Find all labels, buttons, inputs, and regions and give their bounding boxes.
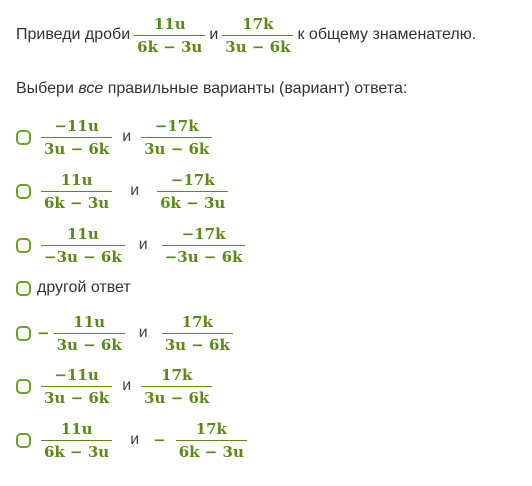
answer-option-7[interactable]: 11u 6k − 3u и − 17k 6k − 3u <box>16 418 251 462</box>
fraction-numerator: 17k <box>195 419 227 438</box>
checkbox[interactable] <box>16 280 31 296</box>
option-fraction-b: 17k 3u − 6k <box>141 365 213 408</box>
fraction-denominator: 6k − 3u <box>157 190 229 213</box>
checkbox[interactable] <box>16 129 31 145</box>
fraction-numerator: 17k <box>242 14 274 33</box>
option-fraction-b: −17k 3u − 6k <box>141 116 213 159</box>
answer-option-1[interactable]: −11u 3u − 6k и −17k 3u − 6k <box>16 115 216 159</box>
fraction-denominator: 3u − 6k <box>41 136 113 159</box>
fraction-numerator: 11u <box>153 14 186 33</box>
fraction-denominator: 6k − 3u <box>41 439 113 462</box>
option-fraction-b: 17k 3u − 6k <box>161 312 233 355</box>
answer-option-6[interactable]: −11u 3u − 6k и 17k 3u − 6k <box>16 364 216 408</box>
fraction-denominator: −3u − 6k <box>161 244 246 267</box>
instruction-after: правильные варианты (вариант) ответа: <box>107 80 408 97</box>
option-and: и <box>122 128 132 145</box>
question-fraction-2: 17k 3u − 6k <box>222 14 294 57</box>
question-lead: Приведи дроби <box>16 26 131 43</box>
fraction-numerator: 11u <box>60 170 93 189</box>
checkbox[interactable] <box>16 325 31 341</box>
option-other-text: другой ответ <box>37 279 131 296</box>
question-text: Приведи дроби 11u 6k − 3u и 17k 3u − 6k … <box>16 10 476 60</box>
answer-option-2[interactable]: 11u 6k − 3u и −17k 6k − 3u <box>16 169 232 213</box>
fraction-numerator: 11u <box>66 224 99 243</box>
checkbox[interactable] <box>16 237 31 253</box>
fraction-numerator: −17k <box>154 116 199 135</box>
option-fraction-b: 17k 6k − 3u <box>175 419 247 462</box>
option-fraction-a: 11u −3u − 6k <box>41 224 125 267</box>
option-fraction-b: −17k 6k − 3u <box>157 170 229 213</box>
fraction-denominator: 6k − 3u <box>175 439 247 462</box>
fraction-denominator: 3u − 6k <box>141 385 213 408</box>
fraction-numerator: 11u <box>73 312 106 331</box>
answer-option-5[interactable]: − 11u 3u − 6k и 17k 3u − 6k <box>16 311 237 355</box>
fraction-numerator: 17k <box>181 312 213 331</box>
instruction-text: Выбери все правильные варианты (вариант)… <box>16 80 407 98</box>
fraction-numerator: 17k <box>161 365 193 384</box>
fraction-denominator: 3u − 6k <box>161 332 233 355</box>
fraction-denominator: 6k − 3u <box>41 190 113 213</box>
fraction-numerator: 11u <box>60 419 93 438</box>
option-fraction-a: 11u 6k − 3u <box>41 170 113 213</box>
option-and: и <box>122 377 132 394</box>
option-fraction-b: −17k −3u − 6k <box>161 224 246 267</box>
option-sign-a: − <box>37 324 50 342</box>
instruction-emphasis: все <box>78 80 104 97</box>
fraction-denominator: 6k − 3u <box>134 34 206 57</box>
option-and: и <box>138 236 148 253</box>
fraction-denominator: 3u − 6k <box>222 34 294 57</box>
fraction-numerator: −17k <box>181 224 226 243</box>
fraction-numerator: −11u <box>54 116 99 135</box>
fraction-denominator: 3u − 6k <box>41 385 113 408</box>
option-and: и <box>138 324 148 341</box>
instruction-before: Выбери <box>16 80 74 97</box>
option-sign-b: − <box>153 431 166 449</box>
answer-option-4[interactable]: другой ответ <box>16 266 131 310</box>
fraction-denominator: 3u − 6k <box>53 332 125 355</box>
option-fraction-a: 11u 6k − 3u <box>41 419 113 462</box>
question-and: и <box>209 26 219 43</box>
option-fraction-a: −11u 3u − 6k <box>41 365 113 408</box>
checkbox[interactable] <box>16 183 31 199</box>
question-fraction-1: 11u 6k − 3u <box>134 14 206 57</box>
fraction-denominator: 3u − 6k <box>141 136 213 159</box>
checkbox[interactable] <box>16 378 31 394</box>
fraction-denominator: −3u − 6k <box>41 244 125 267</box>
option-and: и <box>130 431 140 448</box>
question-tail: к общему знаменателю. <box>297 26 477 43</box>
checkbox[interactable] <box>16 432 31 448</box>
option-fraction-a: 11u 3u − 6k <box>53 312 125 355</box>
fraction-numerator: −17k <box>170 170 215 189</box>
fraction-numerator: −11u <box>54 365 99 384</box>
option-fraction-a: −11u 3u − 6k <box>41 116 113 159</box>
answer-option-3[interactable]: 11u −3u − 6k и −17k −3u − 6k <box>16 223 249 267</box>
option-and: и <box>130 182 140 199</box>
